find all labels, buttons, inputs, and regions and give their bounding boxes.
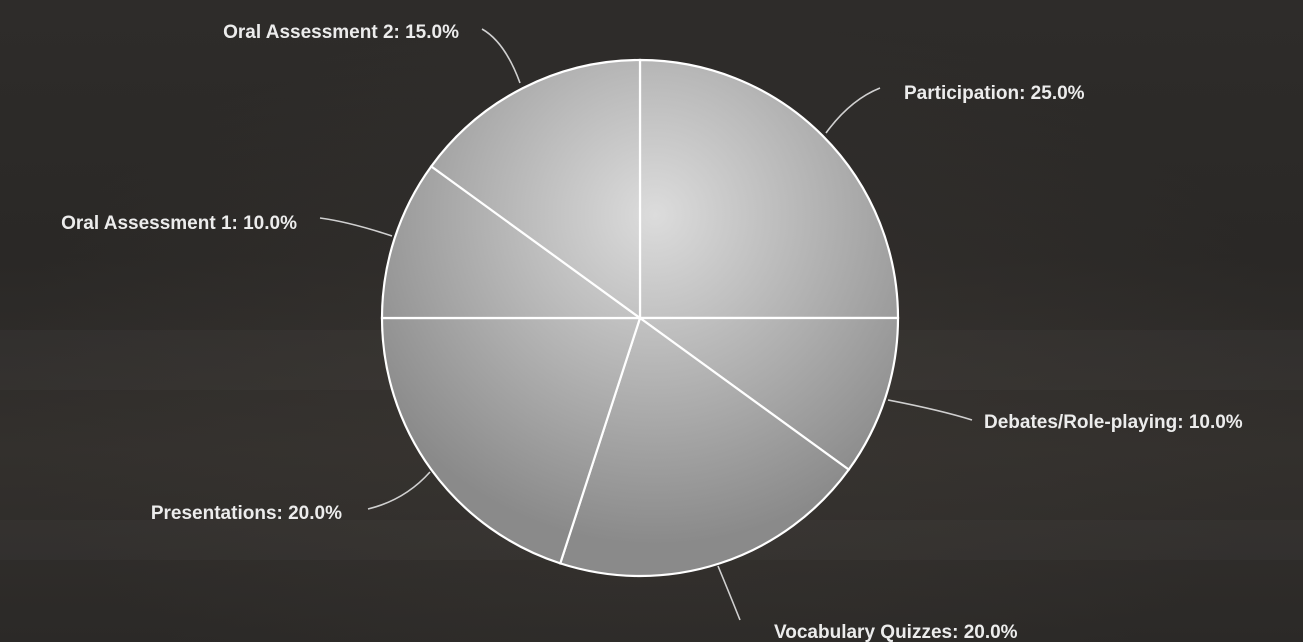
slice-label-vocabulary-quizzes: Vocabulary Quizzes: 20.0% bbox=[774, 622, 1018, 642]
slice-label-oral-assessment-2: Oral Assessment 2: 15.0% bbox=[223, 22, 459, 43]
pie-slice-presentations bbox=[380, 316, 642, 565]
slice-label-participation: Participation: 25.0% bbox=[904, 83, 1085, 104]
pie-slice-debates-role-playing bbox=[636, 316, 900, 472]
leader-line-participation bbox=[825, 87, 881, 134]
slice-label-oral-assessment-1: Oral Assessment 1: 10.0% bbox=[61, 213, 297, 234]
leader-lines bbox=[319, 28, 973, 621]
leader-line-presentations bbox=[367, 471, 431, 510]
leader-line-vocabulary-quizzes bbox=[717, 565, 741, 621]
pie-slices bbox=[380, 58, 900, 578]
pie-slice-vocabulary-quizzes bbox=[558, 316, 851, 578]
leader-line-oral-assessment-2 bbox=[481, 28, 521, 84]
slice-label-presentations: Presentations: 20.0% bbox=[151, 503, 342, 524]
leader-line-debates-role-playing bbox=[887, 399, 973, 421]
pie-slice-oral-assessment-1 bbox=[380, 164, 644, 320]
pie-slice-oral-assessment-2 bbox=[429, 58, 642, 321]
slice-label-debates-role-playing: Debates/Role-playing: 10.0% bbox=[984, 412, 1243, 433]
slice-labels: Participation: 25.0% Debates/Role-playin… bbox=[61, 22, 1243, 642]
leader-line-oral-assessment-1 bbox=[319, 217, 393, 237]
pie-slice-participation bbox=[638, 58, 900, 320]
